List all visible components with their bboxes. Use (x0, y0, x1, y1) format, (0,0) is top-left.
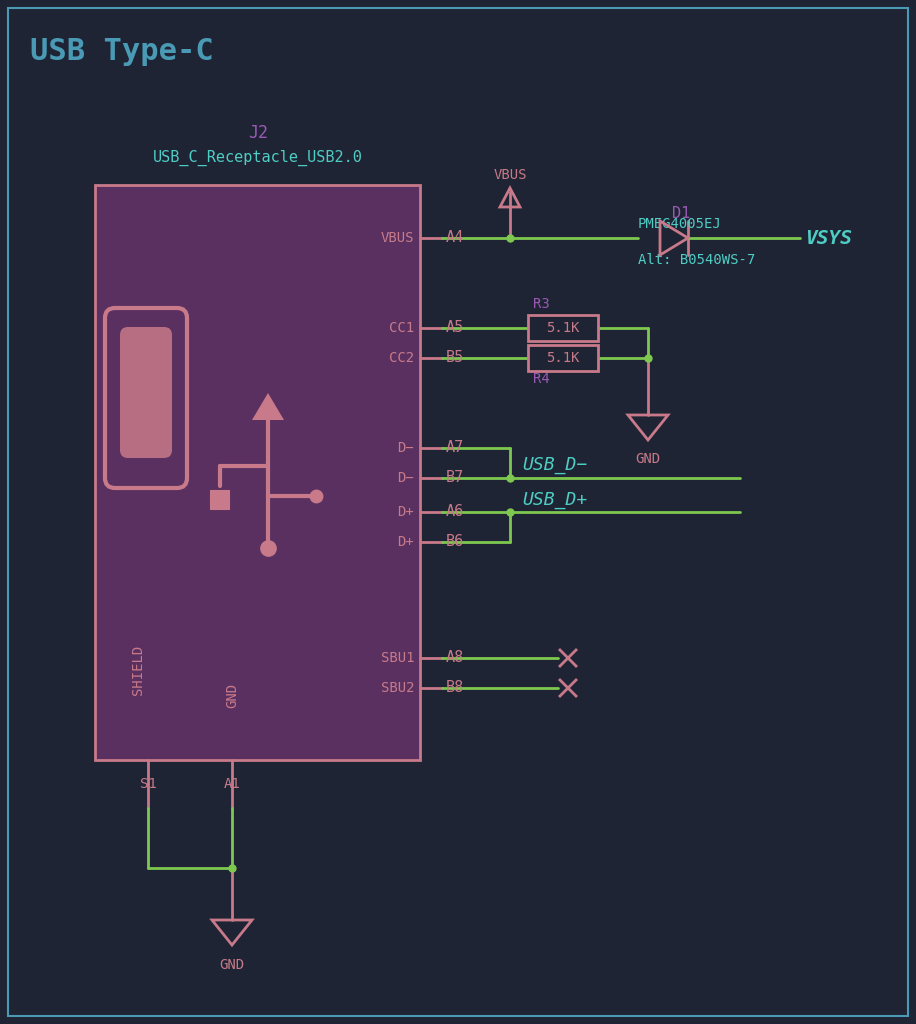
Text: SBU1: SBU1 (380, 651, 414, 665)
Text: A7: A7 (446, 440, 464, 456)
FancyBboxPatch shape (120, 327, 172, 458)
Text: B6: B6 (446, 535, 464, 550)
Text: SHIELD: SHIELD (131, 645, 145, 695)
Text: J2: J2 (248, 124, 268, 142)
Text: D−: D− (398, 441, 414, 455)
Text: PMEG4005EJ: PMEG4005EJ (638, 217, 722, 231)
Text: USB Type-C: USB Type-C (30, 38, 213, 67)
Text: A4: A4 (446, 230, 464, 246)
Text: B7: B7 (446, 470, 464, 485)
Text: GND: GND (225, 682, 239, 708)
Bar (95, 185, 420, 760)
Text: USB_D−: USB_D− (522, 456, 587, 474)
Text: GND: GND (220, 958, 245, 972)
Text: 5.1K: 5.1K (546, 321, 580, 335)
Text: A8: A8 (446, 650, 464, 666)
Text: VBUS: VBUS (493, 168, 527, 182)
FancyBboxPatch shape (105, 308, 187, 488)
Text: USB_C_Receptacle_USB2.0: USB_C_Receptacle_USB2.0 (153, 150, 363, 166)
Text: D1: D1 (672, 206, 691, 220)
Text: D−: D− (398, 471, 414, 485)
Text: B8: B8 (446, 681, 464, 695)
Text: D+: D+ (398, 505, 414, 519)
Text: Alt: B0540WS-7: Alt: B0540WS-7 (638, 253, 756, 267)
Text: 5.1K: 5.1K (546, 351, 580, 365)
Bar (528, 315, 598, 341)
Text: B5: B5 (446, 350, 464, 366)
Text: USB_D+: USB_D+ (522, 490, 587, 509)
Text: A6: A6 (446, 505, 464, 519)
Text: A5: A5 (446, 321, 464, 336)
Text: CC2: CC2 (389, 351, 414, 365)
Text: SBU2: SBU2 (380, 681, 414, 695)
Bar (528, 345, 598, 371)
Bar (211, 490, 229, 509)
Text: CC1: CC1 (389, 321, 414, 335)
Text: A1: A1 (224, 777, 240, 791)
Text: R3: R3 (533, 297, 550, 311)
Text: R4: R4 (533, 372, 550, 386)
Text: VBUS: VBUS (380, 231, 414, 245)
Polygon shape (252, 393, 284, 420)
Text: GND: GND (636, 452, 660, 466)
Text: D+: D+ (398, 535, 414, 549)
Text: VSYS: VSYS (805, 228, 852, 248)
Text: S1: S1 (139, 777, 157, 791)
